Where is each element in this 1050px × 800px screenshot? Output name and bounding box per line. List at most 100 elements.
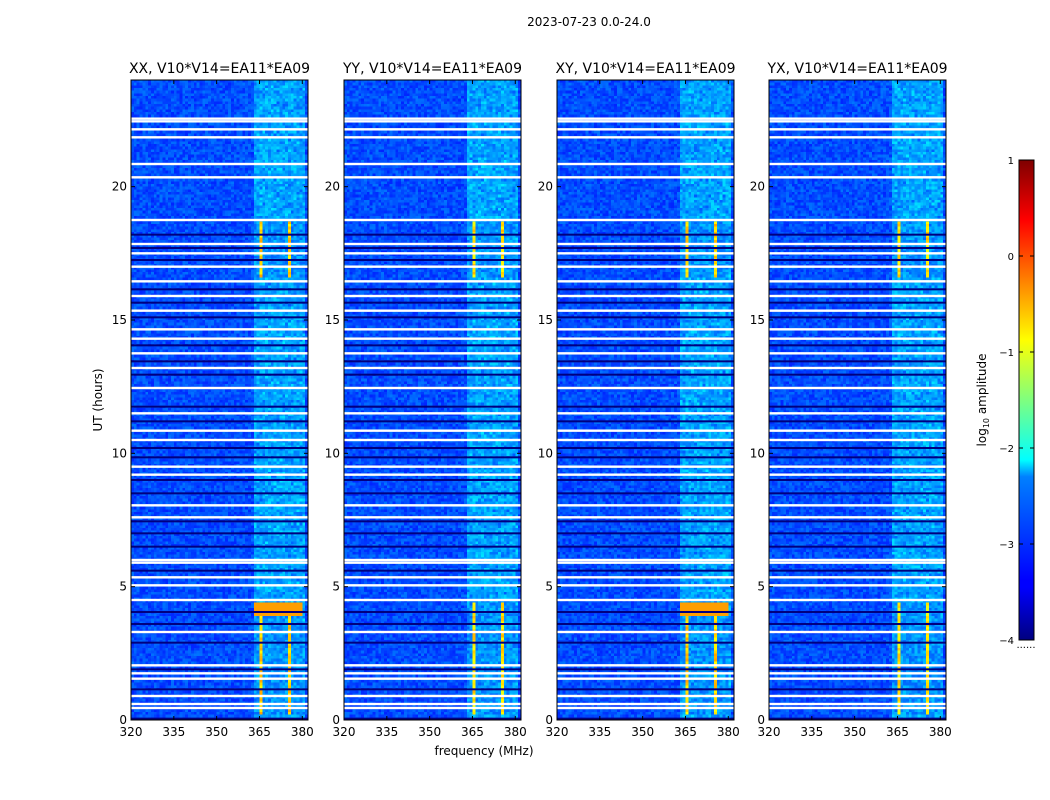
flagged-row: [344, 218, 521, 222]
x-tick-label: 335: [162, 725, 185, 739]
flagged-row: [344, 664, 521, 667]
dark-row: [557, 668, 734, 671]
dark-row: [769, 611, 946, 613]
flagged-row: [769, 561, 946, 564]
flagged-row: [131, 136, 308, 139]
x-tick-label: 365: [674, 725, 697, 739]
flagged-row: [131, 337, 308, 340]
flagged-row: [131, 242, 308, 246]
dark-row: [344, 420, 521, 423]
flagged-row: [557, 558, 734, 562]
dark-row: [769, 641, 946, 644]
x-tick-label: 320: [546, 725, 569, 739]
flagged-row: [769, 584, 946, 587]
x-tick-label: 350: [205, 725, 228, 739]
flagged-row: [769, 598, 946, 602]
flagged-row: [344, 337, 521, 340]
flagged-row: [557, 252, 734, 255]
flagged-row: [769, 429, 946, 432]
dark-row: [131, 420, 308, 423]
flagged-row: [769, 120, 946, 123]
flagged-row: [344, 702, 521, 706]
heatmap-raster: [131, 80, 308, 720]
dark-row: [769, 344, 946, 347]
flagged-row: [131, 465, 308, 468]
flagged-row: [769, 294, 946, 298]
dark-row: [557, 532, 734, 535]
dark-row: [344, 688, 521, 691]
dark-row: [557, 447, 734, 449]
x-tick-label: 350: [843, 725, 866, 739]
dark-row: [769, 447, 946, 449]
dark-row: [131, 623, 308, 625]
flagged-row: [557, 438, 734, 442]
dark-row: [131, 688, 308, 691]
flagged-row: [344, 576, 521, 579]
dark-row: [557, 545, 734, 548]
dark-row: [344, 479, 521, 481]
dark-row: [131, 479, 308, 481]
dark-row: [131, 316, 308, 319]
panel-title: YX, V10*V14=EA11*EA09: [766, 61, 947, 77]
dark-row: [557, 247, 734, 249]
flagged-row: [131, 252, 308, 255]
dark-row: [557, 479, 734, 481]
flagged-row: [557, 630, 734, 634]
dark-row: [769, 360, 946, 363]
flagged-row: [557, 162, 734, 166]
flagged-row: [557, 242, 734, 246]
x-tick-label: 380: [291, 725, 314, 739]
dark-row: [131, 373, 308, 376]
flagged-row: [557, 176, 734, 179]
x-tick-label: 365: [886, 725, 909, 739]
x-tick-label: 380: [504, 725, 527, 739]
dark-row: [557, 420, 734, 423]
flagged-row: [557, 561, 734, 564]
flagged-row: [344, 672, 521, 675]
dark-row: [557, 569, 734, 572]
flagged-row: [131, 598, 308, 602]
dark-row: [557, 288, 734, 291]
flagged-row: [131, 504, 308, 507]
dark-row: [769, 479, 946, 481]
dark-row: [131, 492, 308, 495]
x-tick-label: 380: [717, 725, 740, 739]
flagged-row: [344, 352, 521, 355]
flagged-row: [344, 598, 521, 602]
dark-row: [344, 611, 521, 613]
flagged-row: [131, 120, 308, 123]
y-tick-label: 5: [119, 580, 127, 594]
flagged-row: [769, 516, 946, 519]
flagged-row: [769, 309, 946, 312]
dark-row: [131, 717, 308, 720]
dark-row: [131, 360, 308, 363]
flagged-row: [769, 504, 946, 507]
flagged-row: [344, 294, 521, 298]
dark-row: [769, 316, 946, 319]
flagged-row: [344, 438, 521, 442]
x-tick-label: 335: [375, 725, 398, 739]
dark-row: [131, 520, 308, 523]
dark-row: [344, 717, 521, 720]
dark-row: [344, 456, 521, 459]
dark-row: [769, 373, 946, 376]
flagged-row: [769, 706, 946, 710]
flagged-row: [131, 706, 308, 710]
flagged-row: [131, 352, 308, 355]
dark-row: [557, 520, 734, 523]
y-tick-label: 10: [538, 446, 553, 460]
x-tick-label: 380: [929, 725, 952, 739]
flagged-row: [769, 677, 946, 680]
flagged-row: [131, 473, 308, 476]
dark-row: [344, 233, 521, 236]
y-tick-label: 0: [119, 713, 127, 727]
flagged-row: [131, 429, 308, 432]
flagged-row: [344, 630, 521, 634]
x-tick-label: 335: [588, 725, 611, 739]
flagged-row: [769, 672, 946, 675]
flagged-row: [769, 412, 946, 415]
flagged-row: [769, 162, 946, 166]
dark-row: [557, 259, 734, 261]
flagged-row: [344, 706, 521, 710]
dark-row: [131, 611, 308, 613]
